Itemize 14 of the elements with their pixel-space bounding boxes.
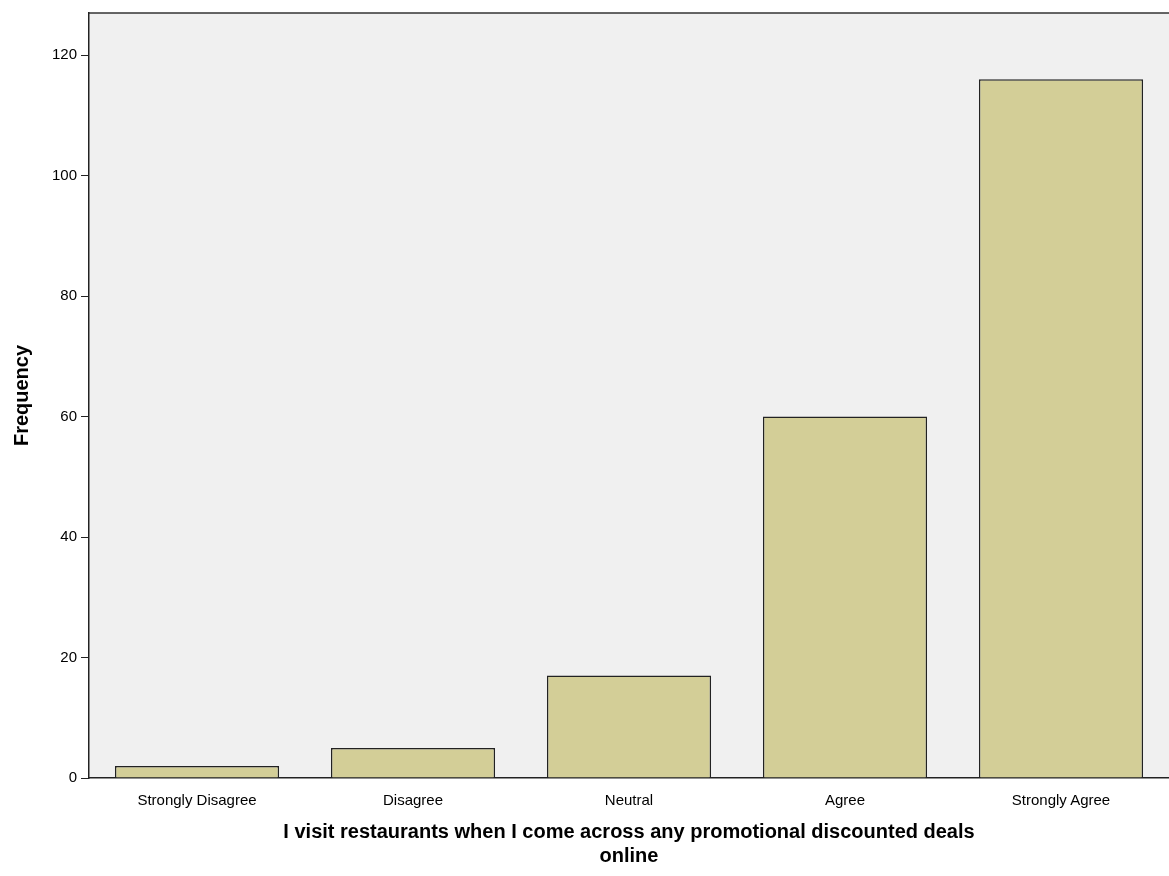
x-tick-label: Agree bbox=[824, 791, 866, 809]
y-tick-label: 0 bbox=[68, 768, 78, 786]
x-axis-title: I visit restaurants when I come across any promotional discounted deals online bbox=[283, 819, 975, 866]
y-tick-label: 100 bbox=[52, 165, 78, 183]
y-axis-title: Frequency bbox=[9, 344, 32, 447]
y-tick-label: 80 bbox=[60, 286, 78, 304]
x-tick-label: Strongly Agree bbox=[1011, 791, 1111, 809]
y-tick-label: 40 bbox=[60, 527, 78, 545]
y-tick-label: 120 bbox=[52, 45, 78, 63]
y-tick-label: 20 bbox=[60, 647, 78, 665]
x-tick-label: Neutral bbox=[604, 791, 654, 809]
x-tick-label: Disagree bbox=[383, 791, 444, 809]
x-tick-label: Strongly Disagree bbox=[137, 791, 257, 809]
y-tick-label: 60 bbox=[60, 406, 78, 424]
